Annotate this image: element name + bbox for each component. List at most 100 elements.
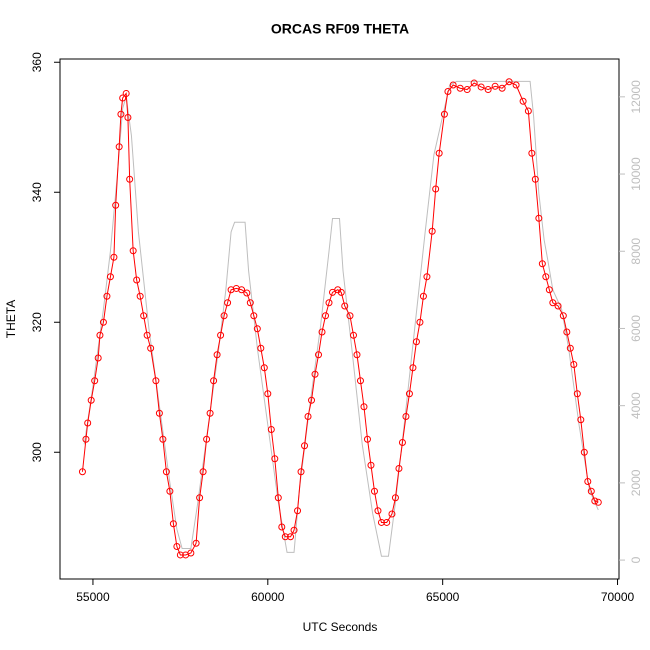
- data-point: [271, 455, 279, 463]
- x-tick-label: 70000: [601, 590, 635, 604]
- data-point: [217, 331, 225, 339]
- data-point: [143, 331, 151, 339]
- data-point: [304, 413, 312, 420]
- y-tick-label: 320: [30, 312, 44, 332]
- data-point: [169, 520, 177, 528]
- y2-tick-label: 10000: [629, 157, 643, 191]
- data-point: [140, 312, 148, 320]
- series-line: [83, 80, 599, 557]
- data-point: [96, 331, 104, 339]
- data-point: [126, 175, 134, 183]
- data-point: [531, 175, 539, 183]
- data-point: [566, 344, 574, 352]
- data-point: [82, 435, 90, 443]
- data-point: [297, 468, 305, 476]
- data-point: [227, 286, 235, 294]
- data-point: [563, 328, 571, 336]
- data-point: [257, 344, 265, 352]
- data-point: [432, 185, 440, 193]
- data-point: [377, 518, 385, 526]
- data-point: [360, 403, 368, 411]
- data-point: [315, 351, 323, 359]
- data-point: [210, 377, 218, 385]
- y2-tick-label: 0: [629, 556, 643, 563]
- data-point: [152, 377, 160, 385]
- data-point: [573, 390, 581, 398]
- data-point: [91, 377, 99, 385]
- data-point: [173, 543, 181, 550]
- data-point: [423, 273, 431, 281]
- data-point: [395, 465, 403, 472]
- data-point: [281, 533, 289, 541]
- data-point: [363, 435, 371, 443]
- data-point: [115, 143, 123, 151]
- data-point: [110, 253, 118, 261]
- data-point: [166, 487, 174, 495]
- data-point: [318, 328, 326, 336]
- data-point: [484, 86, 492, 94]
- data-point: [274, 494, 282, 502]
- data-point: [199, 468, 207, 476]
- data-point: [119, 94, 127, 102]
- data-point: [337, 288, 345, 296]
- data-point: [580, 448, 588, 456]
- data-point: [162, 468, 170, 476]
- data-point: [87, 396, 95, 404]
- data-point: [349, 331, 357, 339]
- data-point: [570, 361, 578, 368]
- chart-title: ORCAS RF09 THETA: [271, 21, 409, 37]
- y2-tick-label: 12000: [629, 80, 643, 114]
- data-point: [117, 110, 125, 118]
- data-point: [133, 276, 141, 284]
- y-tick-label: 340: [30, 182, 44, 202]
- data-point: [129, 247, 137, 255]
- data-point: [103, 292, 111, 300]
- data-point: [549, 299, 557, 307]
- data-point: [519, 97, 527, 105]
- data-point: [412, 338, 420, 346]
- data-point: [419, 292, 427, 300]
- data-point: [402, 413, 410, 420]
- data-point: [398, 439, 406, 446]
- data-point: [367, 461, 375, 469]
- data-point: [353, 351, 361, 359]
- data-point: [594, 498, 602, 506]
- data-point: [577, 416, 585, 424]
- data-point: [220, 312, 228, 320]
- data-point: [246, 299, 254, 307]
- data-point: [232, 284, 240, 292]
- data-point: [136, 292, 144, 300]
- data-point: [112, 201, 120, 209]
- data-point: [264, 390, 272, 398]
- data-point: [505, 78, 513, 86]
- y2-tick-label: 4000: [629, 392, 643, 419]
- data-point: [106, 273, 114, 281]
- data-point: [383, 518, 391, 526]
- data-point: [253, 325, 261, 333]
- data-point: [290, 526, 298, 534]
- y2-tick-label: 2000: [629, 469, 643, 496]
- data-point: [409, 364, 417, 372]
- data-point: [542, 273, 550, 281]
- data-point: [477, 83, 485, 91]
- data-point: [391, 494, 399, 502]
- data-point: [213, 351, 221, 359]
- data-point: [587, 487, 595, 495]
- data-point: [84, 419, 92, 427]
- data-point: [322, 312, 330, 320]
- plot-frame: [59, 58, 620, 580]
- x-axis-label: UTC Seconds: [303, 620, 378, 634]
- data-point: [498, 84, 506, 92]
- data-point: [405, 390, 413, 398]
- data-point: [192, 539, 200, 547]
- y-axis-label: THETA: [4, 300, 18, 338]
- data-point: [554, 302, 562, 310]
- data-point: [267, 426, 275, 433]
- data-point: [203, 435, 211, 443]
- data-point: [559, 312, 567, 320]
- data-point: [311, 370, 319, 378]
- data-point: [301, 442, 309, 450]
- data-point: [463, 86, 471, 94]
